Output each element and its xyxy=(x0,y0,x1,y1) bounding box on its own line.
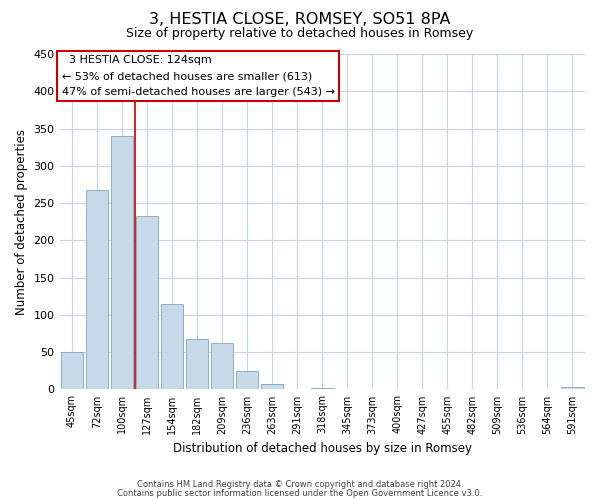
Bar xyxy=(236,371,259,390)
Bar xyxy=(211,343,233,390)
Text: Size of property relative to detached houses in Romsey: Size of property relative to detached ho… xyxy=(127,28,473,40)
Text: 3, HESTIA CLOSE, ROMSEY, SO51 8PA: 3, HESTIA CLOSE, ROMSEY, SO51 8PA xyxy=(149,12,451,28)
Bar xyxy=(261,384,283,390)
Bar xyxy=(161,304,184,390)
Text: 3 HESTIA CLOSE: 124sqm
← 53% of detached houses are smaller (613)
47% of semi-de: 3 HESTIA CLOSE: 124sqm ← 53% of detached… xyxy=(62,56,335,96)
Y-axis label: Number of detached properties: Number of detached properties xyxy=(15,128,28,314)
X-axis label: Distribution of detached houses by size in Romsey: Distribution of detached houses by size … xyxy=(173,442,472,455)
Bar xyxy=(561,387,584,390)
Bar xyxy=(111,136,133,390)
Bar xyxy=(86,190,109,390)
Text: Contains HM Land Registry data © Crown copyright and database right 2024.: Contains HM Land Registry data © Crown c… xyxy=(137,480,463,489)
Bar xyxy=(61,352,83,390)
Bar xyxy=(136,216,158,390)
Bar xyxy=(186,338,208,390)
Bar xyxy=(311,388,334,390)
Text: Contains public sector information licensed under the Open Government Licence v3: Contains public sector information licen… xyxy=(118,488,482,498)
